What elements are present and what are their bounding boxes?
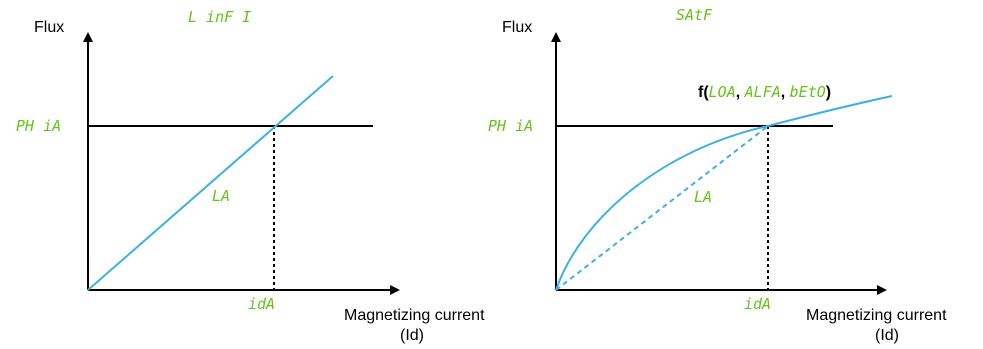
right-x-marker: idA [744, 295, 771, 313]
func-arg-alfa: ALFA [744, 83, 781, 101]
right-y-marker: PH iA [488, 117, 533, 135]
func-suffix: ) [826, 84, 831, 101]
right-saturation-curve [555, 95, 893, 291]
right-panel: SAtF Flux PH iA LA idA f(LOA, ALFA, bEtO… [488, 6, 947, 344]
right-line-label: LA [694, 188, 712, 206]
left-x-axis-label-line1: Magnetizing current [344, 307, 485, 324]
left-x-marker: idA [248, 295, 275, 313]
right-function-label: f(LOA, ALFA, bEtO) [698, 83, 831, 101]
left-title: L inF I [188, 8, 251, 26]
left-line-label: LA [212, 187, 230, 205]
left-y-axis-label: Flux [34, 19, 64, 36]
func-sep-1: , [736, 84, 745, 101]
left-x-axis-label-line2: (Id) [400, 327, 424, 344]
right-x-axis-label-line2: (Id) [875, 327, 899, 344]
func-arg-loa: LOA [709, 83, 736, 101]
right-title: SAtF [676, 6, 713, 24]
right-y-axis-label: Flux [502, 19, 532, 36]
left-panel: L inF I Flux PH iA LA idA Magnetizing cu… [16, 8, 485, 344]
left-linear-curve [87, 75, 334, 291]
func-arg-beto: bEtO [790, 83, 826, 101]
func-sep-2: , [781, 84, 790, 101]
func-prefix: f( [698, 84, 709, 101]
left-y-marker: PH iA [16, 117, 61, 135]
right-tangent-dashed-line [555, 125, 769, 291]
right-x-axis-label-line1: Magnetizing current [806, 307, 947, 324]
